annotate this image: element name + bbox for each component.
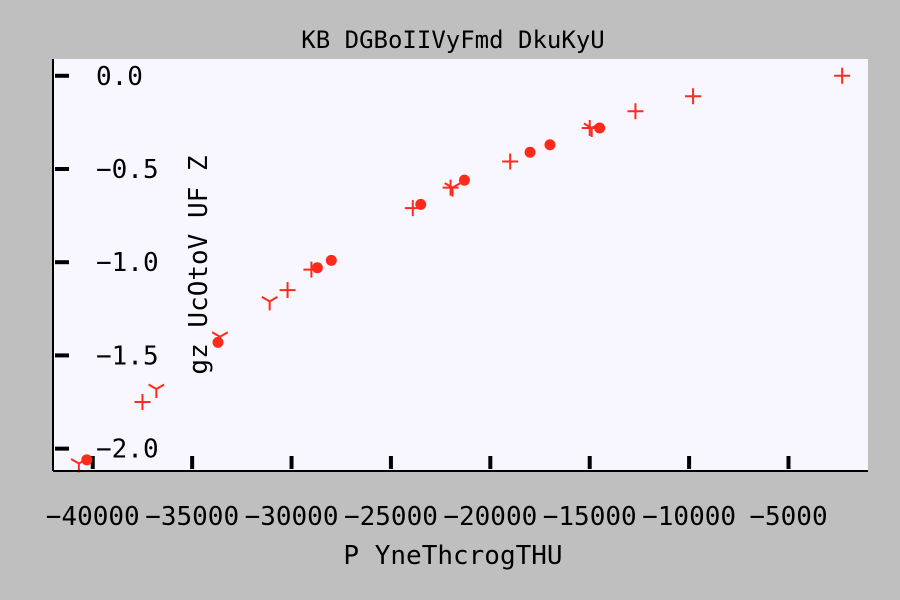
x-axis-ticks: −40000 −35000 −30000 −25000 −20000 −15000 −100…: [46, 456, 828, 532]
x-axis-label: P YneThcrogTHU: [343, 541, 562, 571]
x-tick-label: −10000: [642, 502, 736, 532]
y-tick-label: −1.0: [96, 248, 159, 278]
data-point-tri-down: [444, 182, 461, 197]
y-tick-label: 0.0: [96, 62, 143, 92]
data-point-tri-down: [211, 331, 229, 346]
x-tick-label: −20000: [443, 502, 537, 532]
chart-title: KB DGBoIIVyFmd DkuKyU: [301, 26, 604, 54]
data-point-circle: [325, 254, 337, 266]
x-tick-label: −30000: [245, 502, 339, 532]
data-point-tri-down: [583, 122, 600, 137]
data-point-plus: [685, 88, 702, 105]
plot-area: [53, 59, 868, 471]
data-point-plus: [627, 103, 644, 120]
data-point-circle: [544, 139, 556, 151]
y-tick-label: −0.5: [96, 155, 159, 185]
data-point-circle: [524, 146, 536, 158]
data-point-plus: [834, 67, 851, 84]
y-axis-ticks: 0.0 −0.5 −1.0 −1.5 −2.0: [55, 62, 159, 465]
data-point-plus: [404, 200, 421, 217]
y-tick-label: −1.5: [96, 341, 159, 371]
x-tick-label: −25000: [344, 502, 438, 532]
data-point-circle: [311, 262, 323, 274]
data-point-plus: [502, 153, 519, 170]
x-tick-label: −15000: [543, 502, 637, 532]
data-point-circle: [212, 336, 224, 348]
x-tick-label: −5000: [749, 502, 827, 532]
y-tick-label: −2.0: [96, 435, 159, 465]
y-axis-label: gz UcOtoV UF Z: [184, 155, 214, 374]
data-point-plus: [303, 261, 320, 278]
data-point-circle: [458, 174, 470, 186]
data-point-tri-down: [261, 295, 278, 311]
data-point-plus: [134, 394, 151, 411]
x-tick-label: −35000: [145, 502, 239, 532]
data-point-tri-down: [148, 383, 165, 398]
data-point-plus: [279, 282, 296, 299]
x-tick-label: −40000: [46, 502, 140, 532]
data-markers: [70, 67, 851, 473]
